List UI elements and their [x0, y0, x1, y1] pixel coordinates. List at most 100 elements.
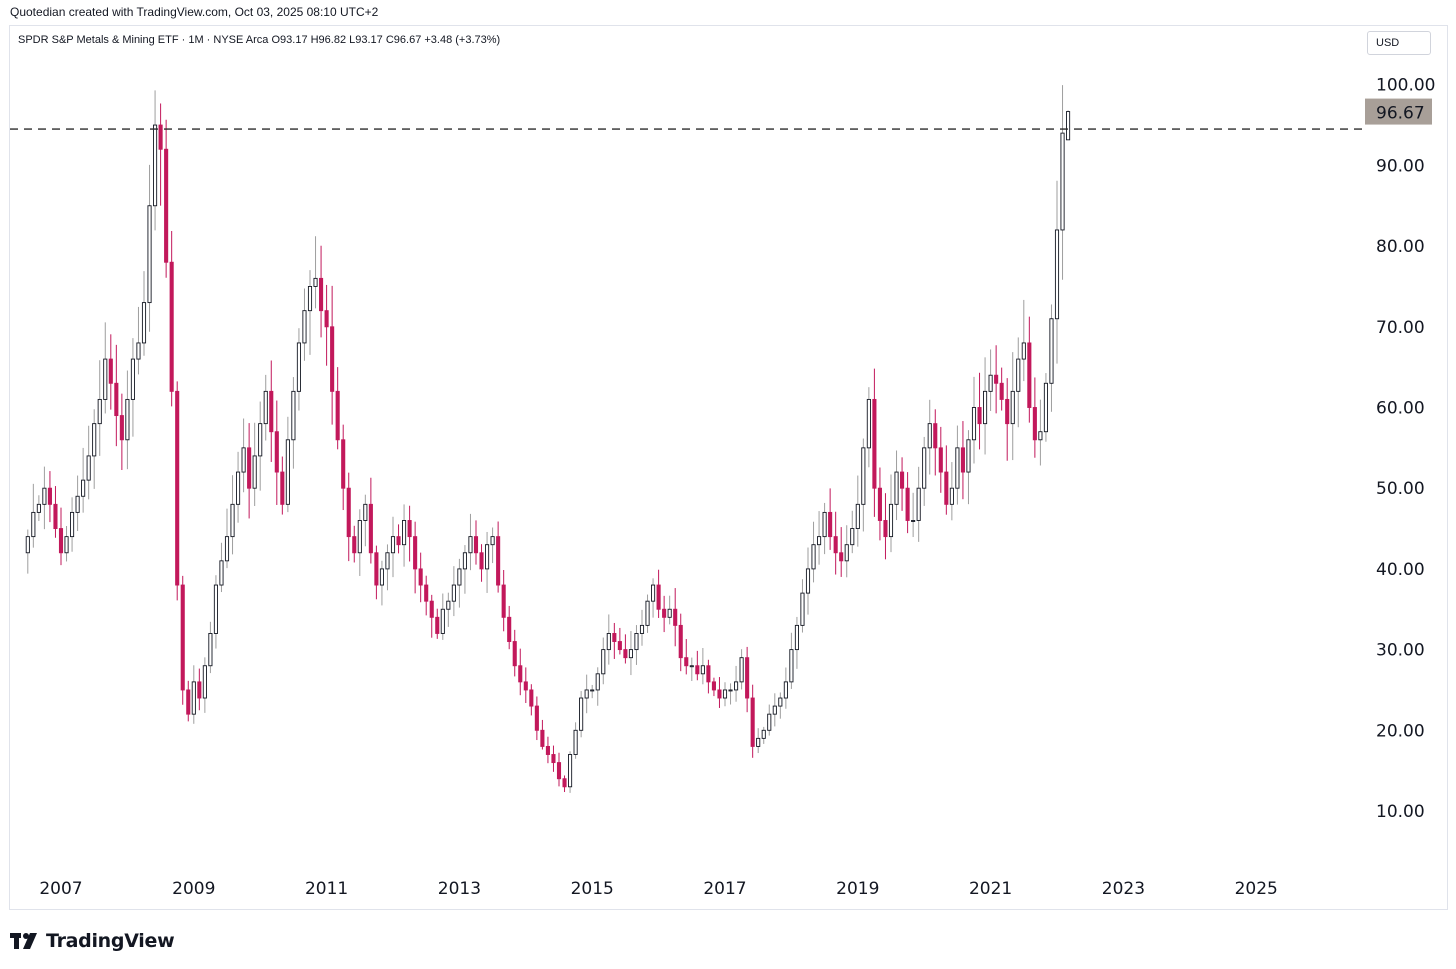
- candle-body: [518, 665, 523, 683]
- candle-body: [551, 754, 556, 764]
- candle-body: [396, 536, 401, 546]
- candle-body: [269, 390, 274, 433]
- candle-body: [263, 390, 268, 425]
- candle-body: [938, 447, 943, 473]
- candle-body: [1049, 318, 1054, 384]
- candle-body: [1021, 342, 1026, 360]
- candle-body: [955, 447, 960, 489]
- currency-selector[interactable]: USD: [1367, 31, 1431, 55]
- candle-body: [341, 439, 346, 489]
- candle-body: [1005, 398, 1010, 425]
- candle-body: [324, 310, 329, 328]
- candle-body: [623, 649, 628, 659]
- y-tick-label: 60.00: [1376, 399, 1425, 419]
- candle-body: [822, 511, 827, 538]
- candle-body: [53, 503, 58, 529]
- candle-body: [651, 584, 656, 602]
- candle-body: [130, 358, 135, 400]
- candle-body: [1038, 431, 1043, 441]
- candle-body: [319, 277, 324, 312]
- candle-body: [141, 302, 147, 344]
- candle-body: [457, 568, 462, 586]
- candle-body: [761, 729, 766, 739]
- candle-body: [573, 729, 578, 755]
- candle-body: [1016, 358, 1021, 392]
- x-tick-label: 2025: [1235, 879, 1278, 899]
- candle-body: [97, 398, 102, 425]
- candle-body: [767, 713, 772, 731]
- candle-body: [357, 520, 362, 554]
- candle-body: [839, 552, 844, 562]
- candle-body: [745, 657, 750, 699]
- price-label-box: [1365, 98, 1432, 125]
- y-tick-label: 10.00: [1376, 802, 1425, 822]
- candle-body: [944, 471, 949, 505]
- candle-body: [656, 584, 661, 610]
- candle-body: [617, 641, 622, 651]
- candle-body: [850, 528, 855, 546]
- candle-body: [579, 697, 584, 731]
- candle-body: [31, 511, 36, 538]
- candle-body: [147, 205, 152, 304]
- candle-body: [368, 503, 373, 554]
- candle-body: [462, 552, 467, 570]
- candle-body: [490, 536, 495, 546]
- candle-body: [236, 471, 241, 505]
- candle-body: [186, 689, 191, 715]
- candle-body: [883, 520, 888, 538]
- candle-body: [933, 423, 938, 449]
- candle-body: [927, 423, 932, 449]
- candle-body: [1054, 229, 1060, 320]
- candle-body: [241, 447, 246, 473]
- candle-body: [330, 326, 335, 392]
- candle-body: [922, 447, 927, 489]
- candle-body: [717, 689, 722, 699]
- candle-body: [197, 681, 202, 699]
- candle-body: [36, 503, 41, 513]
- candle-body: [108, 358, 113, 384]
- candle-body: [202, 665, 207, 699]
- candle-body: [601, 649, 606, 675]
- candle-body: [413, 536, 418, 570]
- x-tick-label: 2017: [703, 879, 746, 899]
- candle-body: [440, 608, 445, 634]
- x-tick-label: 2019: [836, 879, 879, 899]
- candle-body: [451, 584, 456, 602]
- price-label-text: 96.67: [1376, 104, 1425, 124]
- candle-body: [739, 657, 744, 683]
- candle-body: [258, 423, 263, 457]
- candle-body: [872, 398, 877, 489]
- y-tick-label: 90.00: [1376, 156, 1425, 176]
- chart-credit: Quotedian created with TradingView.com, …: [10, 5, 379, 19]
- candle-body: [75, 495, 80, 513]
- y-tick-label: 50.00: [1376, 479, 1425, 499]
- candle-body: [219, 560, 224, 586]
- candle-body: [833, 536, 838, 554]
- candle-body: [828, 511, 833, 538]
- candle-body: [313, 277, 318, 287]
- candle-body: [379, 568, 384, 586]
- candle-body: [280, 471, 285, 505]
- y-tick-label: 80.00: [1376, 237, 1425, 257]
- candle-body: [468, 536, 473, 554]
- candle-body: [25, 536, 30, 554]
- candle-body: [789, 649, 794, 683]
- candle-body: [363, 503, 368, 521]
- candle-body: [562, 778, 567, 788]
- symbol-legend[interactable]: SPDR S&P Metals & Mining ETF · 1M · NYSE…: [18, 34, 501, 46]
- candle-body: [556, 762, 562, 780]
- x-tick-label: 2015: [571, 879, 614, 899]
- candle-body: [783, 681, 788, 699]
- candle-body: [346, 487, 351, 538]
- candle-body: [612, 633, 617, 642]
- tradingview-logo[interactable]: TradingView: [10, 928, 175, 954]
- candle-body: [673, 608, 678, 626]
- x-tick-label: 2013: [438, 879, 481, 899]
- candle-body: [772, 705, 777, 715]
- candle-body: [794, 624, 799, 651]
- candle-body: [103, 358, 108, 400]
- candle-body: [695, 665, 700, 675]
- candle-body: [274, 431, 279, 473]
- candle-body: [988, 374, 993, 392]
